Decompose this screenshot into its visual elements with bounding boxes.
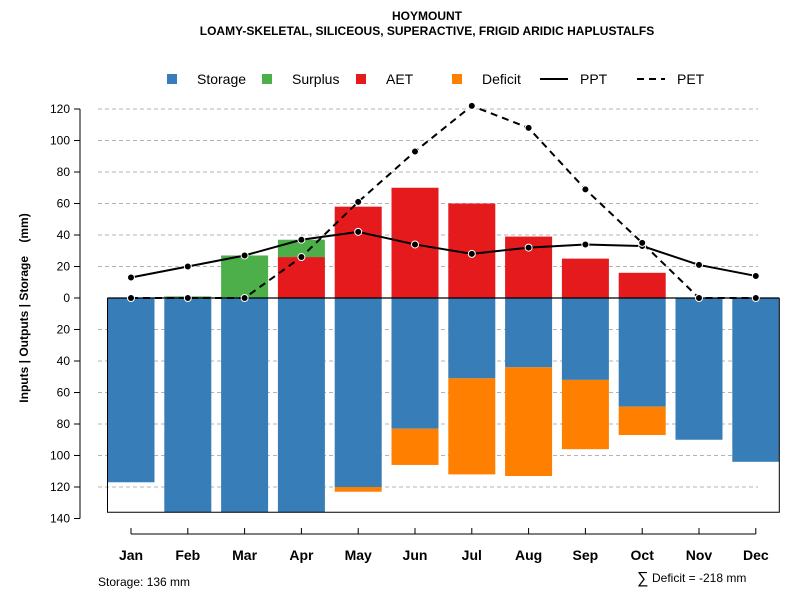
x-tick-label-dec: Dec: [743, 547, 769, 563]
ppt-point-mar: [240, 251, 249, 260]
deficit-bar-jun: [391, 428, 439, 465]
x-tick-label-oct: Oct: [631, 547, 655, 563]
ppt-point-may: [354, 227, 363, 236]
x-tick-label-jun: Jun: [403, 547, 428, 563]
storage-bar-sep: [561, 298, 609, 380]
pet-point-aug: [524, 123, 533, 132]
y-tick-label: 40: [57, 354, 71, 368]
legend-label-pet: PET: [677, 71, 705, 87]
surplus-bar-apr: [277, 239, 325, 258]
x-tick-label-may: May: [345, 547, 372, 563]
aet-bar-sep: [561, 258, 609, 298]
storage-bar-feb: [164, 298, 212, 513]
y-tick-label: 80: [57, 165, 71, 179]
pet-point-apr: [297, 253, 306, 262]
legend: Storage Surplus AET Deficit PPT PET: [167, 71, 705, 87]
ppt-point-sep: [581, 240, 590, 249]
deficit-bar-may: [334, 487, 382, 492]
legend-swatch-deficit: [452, 74, 462, 84]
x-tick-label-jan: Jan: [119, 547, 143, 563]
pet-point-feb: [183, 294, 192, 302]
storage-bar-jul: [448, 298, 496, 379]
legend-swatch-surplus: [262, 74, 272, 84]
storage-bar-jun: [391, 298, 439, 429]
ppt-point-feb: [183, 262, 192, 271]
legend-label-aet: AET: [386, 71, 414, 87]
storage-bar-aug: [505, 298, 553, 368]
storage-bar-dec: [732, 298, 780, 462]
x-tick-label-feb: Feb: [175, 547, 200, 563]
storage-bar-may: [334, 298, 382, 487]
ppt-line: [130, 230, 756, 279]
chart-title: HOYMOUNT: [392, 9, 463, 23]
bars: [107, 187, 780, 513]
ppt-point-aug: [524, 243, 533, 252]
storage-bar-jan: [107, 298, 155, 483]
ppt-point-jun: [411, 240, 419, 249]
pet-point-mar: [240, 294, 249, 302]
y-tick-label: 120: [50, 102, 70, 116]
x-tick-label-aug: Aug: [515, 547, 542, 563]
sum-symbol: ∑: [637, 570, 648, 587]
pet-point-jan: [127, 294, 135, 302]
storage-bar-apr: [277, 298, 325, 513]
storage-bar-oct: [618, 298, 666, 407]
x-tick-label-nov: Nov: [686, 547, 713, 563]
pet-point-may: [354, 197, 363, 206]
aet-bar-oct: [618, 272, 666, 298]
y-tick-label: 60: [57, 197, 71, 211]
y-tick-label: 100: [50, 134, 70, 148]
ppt-point-dec: [751, 271, 760, 280]
legend-label-ppt: PPT: [580, 71, 608, 87]
y-tick-label: 20: [57, 323, 71, 337]
legend-swatch-storage: [167, 74, 177, 84]
x-tick-label-mar: Mar: [232, 547, 257, 563]
pet-point-nov: [695, 294, 703, 302]
axes: 120 100 80 60 40 20 0 20 40 60 80 100 120 140 Jan Feb Ma…: [50, 102, 769, 563]
storage-bar-nov: [675, 298, 723, 440]
chart-subtitle: LOAMY-SKELETAL, SILICEOUS, SUPERACTIVE, …: [200, 24, 654, 38]
y-tick-label: 140: [50, 512, 70, 526]
storage-capacity-outline: [107, 298, 780, 513]
aet-bar-apr: [277, 257, 325, 298]
ppt-point-jan: [127, 273, 135, 282]
legend-swatch-aet: [356, 74, 366, 84]
ppt-point-jul: [467, 249, 476, 258]
storage-bar-mar: [221, 298, 269, 513]
aet-bar-may: [334, 206, 382, 298]
legend-label-deficit: Deficit: [482, 71, 521, 87]
y-tick-label: 100: [50, 449, 70, 463]
x-tick-label-jul: Jul: [462, 547, 482, 563]
storage-footnote: Storage: 136 mm: [98, 575, 190, 589]
deficit-bar-jul: [448, 378, 496, 475]
legend-label-storage: Storage: [197, 71, 246, 87]
series-lines: [127, 101, 760, 302]
deficit-bar-sep: [561, 379, 609, 450]
ppt-point-apr: [297, 235, 306, 244]
pet-line: [131, 104, 756, 299]
y-tick-label: 0: [63, 291, 70, 305]
y-axis-label: Inputs | Outputs | Storage (mm): [17, 213, 31, 402]
legend-label-surplus: Surplus: [292, 71, 339, 87]
y-tick-label: 60: [57, 386, 71, 400]
deficit-bar-aug: [505, 367, 553, 476]
ppt-point-nov: [695, 260, 703, 269]
deficit-bar-oct: [618, 406, 666, 436]
pet-point-sep: [581, 185, 590, 194]
y-tick-label: 120: [50, 480, 70, 494]
pet-point-oct: [638, 238, 647, 247]
y-tick-label: 80: [57, 417, 71, 431]
y-tick-label: 20: [57, 260, 71, 274]
surplus-bar-mar: [221, 255, 269, 298]
pet-point-dec: [751, 294, 760, 302]
deficit-footnote: Deficit = -218 mm: [652, 571, 746, 585]
pet-point-jun: [411, 147, 419, 156]
x-tick-label-sep: Sep: [573, 547, 599, 563]
x-tick-label-apr: Apr: [289, 547, 314, 563]
y-tick-label: 40: [57, 228, 71, 242]
pet-point-jul: [467, 101, 476, 110]
